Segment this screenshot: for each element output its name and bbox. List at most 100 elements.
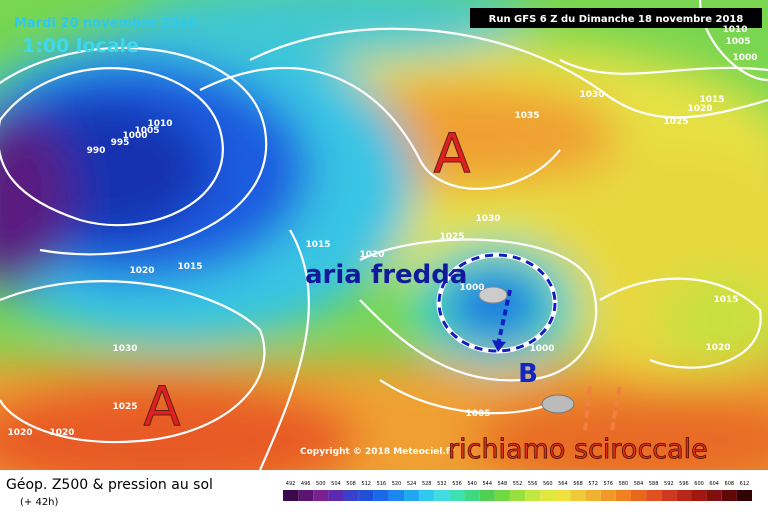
- colorbar-swatch: [706, 490, 722, 501]
- colorbar-swatch: [736, 490, 752, 501]
- isobar-label: 1020: [687, 104, 712, 114]
- cloud-icon: [478, 286, 575, 414]
- cold-air-label: aria fredda: [305, 260, 467, 290]
- colorbar-label: 572: [588, 481, 598, 487]
- colorbar-swatch: [509, 490, 526, 501]
- colorbar-label: 512: [361, 481, 371, 487]
- isobar-label: 1030: [579, 90, 604, 100]
- colorbar-label: 612: [740, 481, 750, 487]
- colorbar-label: 584: [634, 481, 644, 487]
- isobar-label: 1030: [112, 344, 137, 354]
- colorbar-swatch: [570, 490, 586, 501]
- run-box: [470, 8, 762, 28]
- colorbar-label: 524: [407, 481, 417, 487]
- isobar-label: 1000: [459, 283, 484, 293]
- isobar-label: 1010: [147, 119, 172, 129]
- colorbar-label: 604: [709, 481, 719, 487]
- isobar-label: 1000: [122, 131, 147, 141]
- isobar-label: 1030: [475, 214, 500, 224]
- colorbar-label: 520: [392, 481, 402, 487]
- isobar-label: 1000: [732, 53, 757, 63]
- colorbar-swatch: [540, 490, 556, 501]
- colorbar-label: 536: [452, 481, 462, 487]
- colorbar-swatch: [691, 490, 707, 501]
- colorbar-swatch: [630, 490, 647, 501]
- high-label: A: [144, 375, 181, 438]
- colorbar-swatch: [646, 490, 662, 501]
- isobar-label: 995: [111, 138, 130, 148]
- arrow-head: [492, 340, 506, 352]
- colorbar-label: 608: [725, 481, 735, 487]
- colorbar-swatch: [555, 490, 571, 501]
- colorbar-swatch: [585, 490, 601, 501]
- colorbar-label: 508: [346, 481, 356, 487]
- footer-lead: (+ 42h): [20, 497, 59, 508]
- colorbar-swatch: [404, 490, 420, 501]
- colorbar-label: 596: [679, 481, 689, 487]
- isobar-label: 1020: [129, 266, 154, 276]
- colorbar-swatch: [721, 490, 737, 501]
- colorbar-swatch: [494, 490, 510, 501]
- isobar-label: 1035: [514, 111, 539, 121]
- colorbar-label: 532: [437, 481, 447, 487]
- run-info: Run GFS 6 Z du Dimanche 18 novembre 2018: [489, 14, 744, 25]
- colorbar-swatch: [479, 490, 495, 501]
- colorbar-swatch: [283, 490, 299, 501]
- isobar-label: 1005: [725, 37, 750, 47]
- isobar-label: 1000: [529, 344, 554, 354]
- colorbar-label: 580: [619, 481, 629, 487]
- colorbar-label: 528: [422, 481, 432, 487]
- isobar-label: 1005: [465, 409, 490, 419]
- colorbar-swatch: [343, 490, 359, 501]
- colorbar-swatch: [434, 490, 450, 501]
- colorbar-label: 548: [498, 481, 508, 487]
- colorbar-label: 600: [694, 481, 704, 487]
- colorbar-label: 516: [377, 481, 387, 487]
- sirocco-arrows: [583, 384, 622, 431]
- date: Mardi 20 novembre 2018: [14, 16, 197, 31]
- isobar-label: 1015: [177, 262, 202, 272]
- colorbar-swatch: [419, 490, 435, 501]
- colorbar-label: 552: [513, 481, 523, 487]
- time: 1:00 locale: [22, 35, 139, 57]
- high-label: A: [434, 122, 471, 185]
- isobar-label: 1020: [359, 250, 384, 260]
- cold-pool-dash: [437, 253, 557, 353]
- colorbar-swatch: [358, 490, 374, 501]
- colorbar-label: 592: [664, 481, 674, 487]
- colorbar-swatch: [676, 490, 692, 501]
- colorbar-label: 588: [649, 481, 659, 487]
- colorbar: 492 496 500 504 508 512 516 520 524 528 532 536 540 5…: [283, 481, 752, 501]
- colorbar-swatch: [373, 490, 389, 501]
- colorbar-label: 496: [301, 481, 311, 487]
- colorbar-label: 500: [316, 481, 326, 487]
- isobar-label: 1025: [112, 402, 137, 412]
- isobar-label: 1015: [305, 240, 330, 250]
- sirocco-label: richiamo sciroccale: [448, 434, 708, 465]
- colorbar-swatch: [615, 490, 631, 501]
- isobar-label: 1015: [713, 295, 738, 305]
- isobar-label: 990: [87, 146, 106, 156]
- isobar-label: 1025: [663, 117, 688, 127]
- footer-title: Géop. Z500 & pression au sol: [6, 477, 213, 493]
- colorbar-swatch: [298, 490, 314, 501]
- colorbar-label: 492: [286, 481, 296, 487]
- colorbar-label: 544: [482, 481, 492, 487]
- isobar-label: 1015: [699, 95, 724, 105]
- colorbar-label: 556: [528, 481, 538, 487]
- isobar-label: 1020: [7, 428, 32, 438]
- colorbar-swatch: [600, 490, 616, 501]
- isobar-label: 1020: [49, 428, 74, 438]
- colorbar-label: 560: [543, 481, 553, 487]
- colorbar-swatch: [328, 490, 344, 501]
- colorbar-label: 576: [604, 481, 614, 487]
- colorbar-swatch: [313, 490, 329, 501]
- isobar-label: 1010: [722, 25, 747, 35]
- copyright: Copyright © 2018 Meteociel.fr: [300, 447, 455, 457]
- colorbar-swatch: [464, 490, 480, 501]
- colorbar-swatch: [449, 490, 465, 501]
- colorbar-swatch: [525, 490, 541, 501]
